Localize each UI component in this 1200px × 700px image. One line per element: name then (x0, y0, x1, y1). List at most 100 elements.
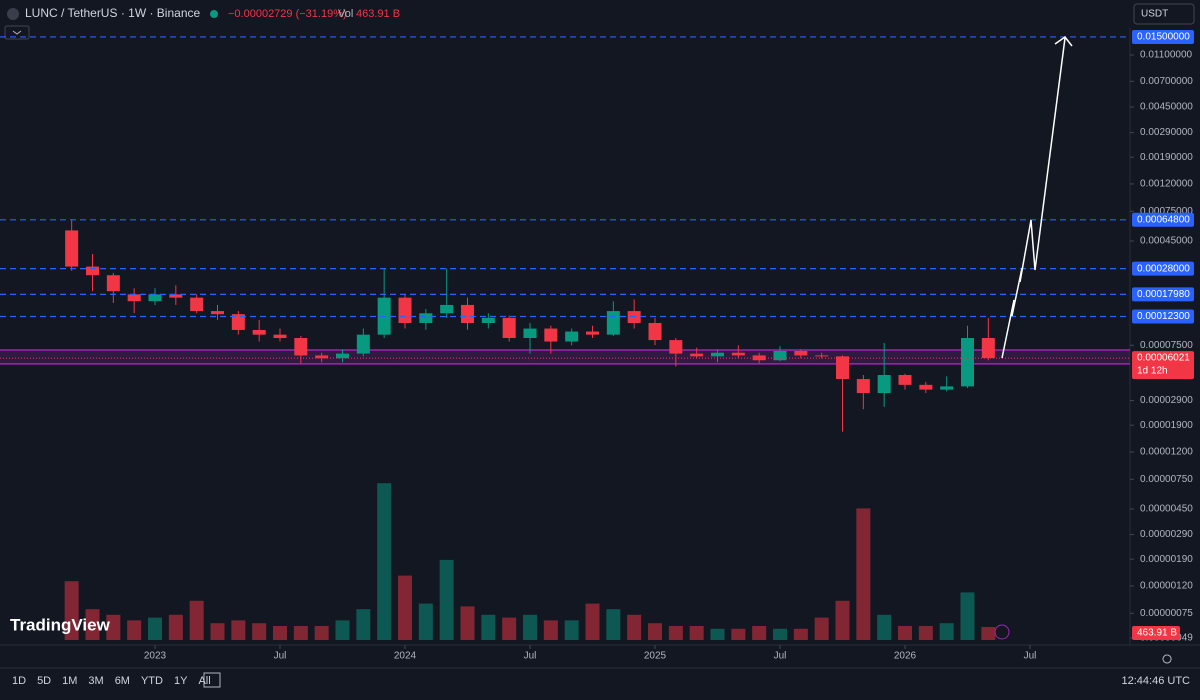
volume-bar (856, 508, 871, 640)
volume-bar (752, 626, 767, 640)
volume-bar (481, 614, 496, 640)
candle-body (211, 311, 224, 315)
collapse-icon (12, 30, 22, 35)
x-tick-label: Jul (774, 651, 787, 662)
level-label: 0.00017980 (1137, 289, 1190, 300)
candle-body (440, 304, 454, 314)
volume-bar (981, 627, 996, 640)
volume-bar (85, 609, 100, 640)
candle-body (981, 338, 995, 359)
candle-body (315, 355, 329, 359)
candle-body (690, 353, 704, 357)
timeframe-button[interactable]: 1D (12, 675, 26, 687)
volume-bar (127, 620, 142, 640)
y-tick-label: 0.00000750 (1140, 474, 1193, 485)
volume-bar (606, 609, 621, 640)
volume-bar (189, 600, 204, 640)
candle-body (273, 334, 287, 339)
volume-bar (106, 614, 121, 640)
volume-bar (710, 628, 725, 640)
volume-bar (398, 575, 412, 640)
lightning-icon[interactable] (994, 624, 1010, 640)
x-tick-label: 2025 (644, 651, 667, 662)
level-label: 0.00028000 (1137, 263, 1190, 274)
x-tick-label: Jul (274, 651, 287, 662)
collapse-button[interactable] (4, 25, 30, 40)
volume-bar (585, 603, 600, 640)
currency[interactable]: USDT (1141, 9, 1168, 20)
symbol-icon (7, 8, 19, 20)
volume-bar (460, 606, 475, 640)
timeframe-button[interactable]: All (198, 675, 210, 687)
candle-body (231, 314, 245, 330)
level-label: 0.00012300 (1137, 311, 1190, 322)
zone (0, 349, 1130, 364)
candle-body (127, 294, 141, 302)
plot: 0.01100000 0.00700000 0.00450000 0.00290000… (0, 29, 1194, 662)
volume-bar (418, 603, 433, 640)
candle-body (169, 294, 183, 298)
volume-bar (502, 617, 517, 640)
volume-bar (627, 614, 642, 640)
timeframe-button[interactable]: 1M (62, 675, 77, 687)
last-price-label: 0.00006021 (1137, 353, 1190, 364)
volume-bar (793, 628, 808, 640)
volume-bar (252, 623, 267, 640)
candle-body (544, 328, 558, 342)
timeframe-button[interactable]: 6M (115, 675, 130, 687)
settings-icon[interactable] (1162, 654, 1172, 664)
volume-bar (273, 626, 287, 640)
level-label-box (1132, 287, 1194, 302)
volume-bar (835, 600, 850, 640)
volume-bar (731, 628, 746, 640)
candle-body (294, 338, 308, 356)
candle-body (711, 352, 724, 357)
candle-body (940, 386, 954, 390)
y-tick-label: 0.00007500 (1140, 340, 1193, 351)
y-tick-label: 0.00290000 (1140, 127, 1193, 138)
x-tick-label: Jul (524, 651, 537, 662)
x-tick-label: 2026 (894, 651, 917, 662)
timeframe-button[interactable]: YTD (141, 675, 163, 687)
volume-bar (689, 626, 704, 640)
volume-bar (960, 592, 975, 640)
change: −0.00002729 (−31.19%) (228, 8, 347, 20)
y-tick-label: 0.00700000 (1140, 76, 1193, 87)
y-tick-label: 0.00000290 (1140, 529, 1193, 540)
y-tick-label: 0.00001900 (1140, 420, 1193, 431)
y-tick-label: 0.00190000 (1140, 152, 1193, 163)
y-tick-label: 0.01100000 (1140, 50, 1193, 61)
volume-bar (877, 614, 892, 640)
candle-body (586, 331, 599, 335)
candle-body (502, 317, 516, 339)
candle-body (898, 375, 912, 385)
currency-button[interactable] (1133, 3, 1195, 25)
volume-bar (356, 609, 371, 640)
date-range-icon[interactable] (203, 672, 221, 688)
candle-body (565, 331, 579, 342)
y-tick-label: 0.00000120 (1140, 581, 1193, 592)
timeframe-button[interactable]: 1Y (174, 675, 188, 687)
volume-bar (64, 581, 79, 640)
candle-body (856, 379, 870, 394)
volume-bar (523, 614, 537, 640)
level-label: 0.00064800 (1137, 214, 1190, 225)
candle-body (773, 350, 787, 361)
y-tick-label: 0.00000075 (1140, 608, 1193, 619)
arrow-head (1054, 35, 1073, 47)
y-tick-label: 0.00002900 (1140, 395, 1193, 406)
volume-bar (773, 628, 787, 640)
status-dot (210, 10, 218, 18)
candle-body (606, 311, 620, 335)
timeframe-button[interactable]: 5D (37, 675, 51, 687)
volume-bar (168, 614, 183, 640)
volume-bar (939, 623, 954, 640)
volume-value: 463.91 B (356, 8, 400, 20)
candle-body (836, 356, 849, 380)
volume-label: Vol (338, 8, 353, 20)
volume-bar (377, 483, 392, 640)
volume-bar (898, 626, 912, 640)
timeframe-button[interactable]: 3M (88, 675, 103, 687)
candle-body (252, 329, 266, 335)
